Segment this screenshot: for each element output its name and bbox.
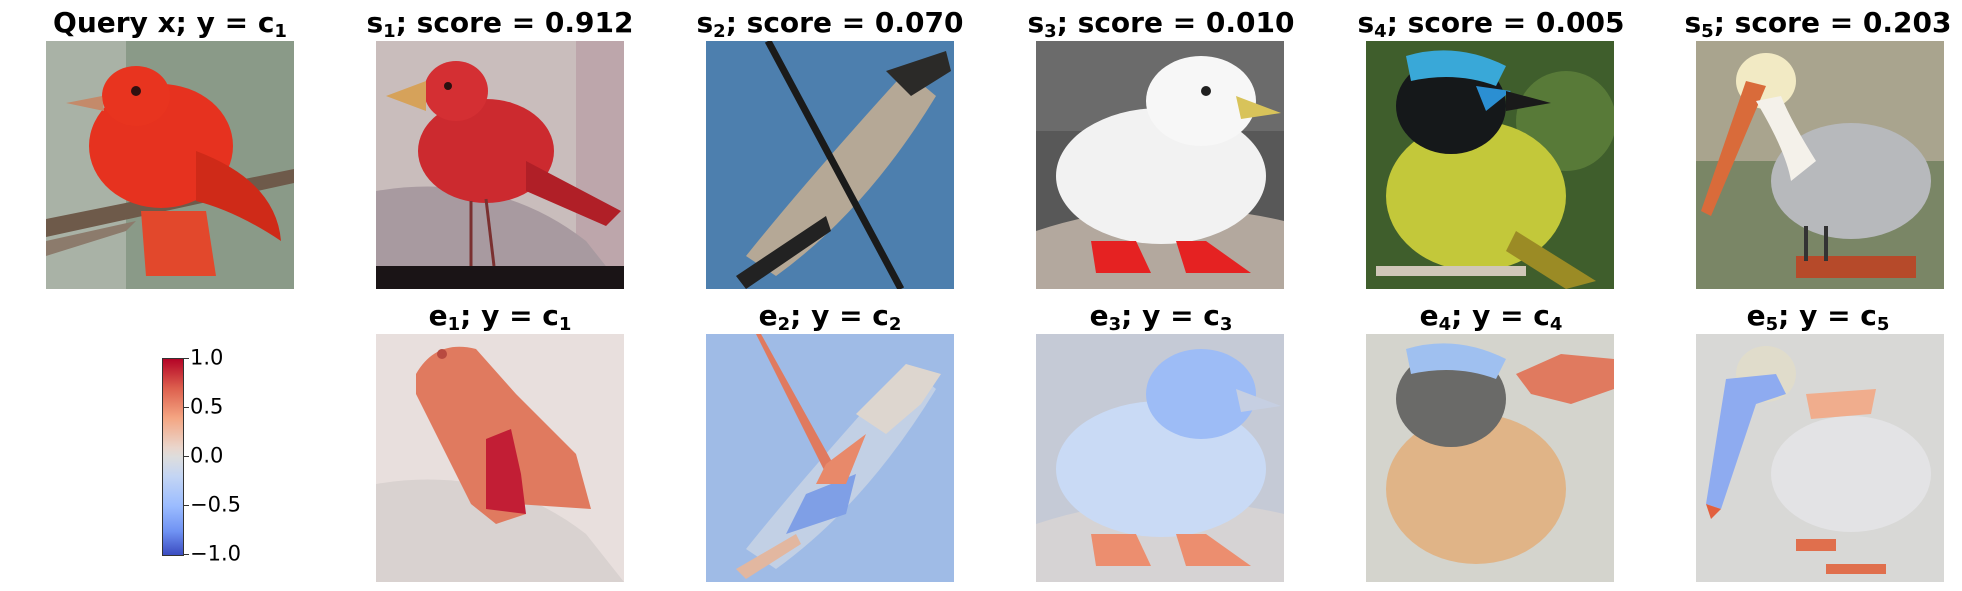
similar-4-image [1366, 41, 1614, 289]
colorbar-tick [183, 456, 189, 457]
colorbar-tick [183, 358, 189, 359]
explanation-4-heatmap [1366, 334, 1614, 582]
colorbar-label: −0.5 [190, 492, 241, 517]
colorbar-tick [183, 407, 189, 408]
colorbar [162, 358, 184, 556]
query-title: Query x; y = c1 [53, 6, 287, 42]
colorbar-label: −1.0 [190, 541, 241, 566]
similar-2-image [706, 41, 954, 289]
colorbar-label: 0.5 [190, 394, 224, 419]
colorbar-label: 0.0 [190, 443, 224, 468]
similar-5-image [1696, 41, 1944, 289]
similar-4-title: s4; score = 0.005 [1357, 6, 1625, 42]
similar-3-image [1036, 41, 1284, 289]
similar-3-title: s3; score = 0.010 [1027, 6, 1295, 42]
explanation-3-heatmap [1036, 334, 1284, 582]
explanation-2-title: e2; y = c2 [758, 299, 902, 335]
explanation-5-heatmap [1696, 334, 1944, 582]
explanation-4-title: e4; y = c4 [1419, 299, 1563, 335]
similar-1-title: s1; score = 0.912 [366, 6, 634, 42]
explanation-1-heatmap [376, 334, 624, 582]
colorbar-tick [183, 554, 189, 555]
explanation-2-heatmap [706, 334, 954, 582]
similar-5-title: s5; score = 0.203 [1684, 6, 1952, 42]
explanation-5-title: e5; y = c5 [1746, 299, 1890, 335]
explanation-3-title: e3; y = c3 [1089, 299, 1233, 335]
similar-1-image [376, 41, 624, 289]
similar-2-title: s2; score = 0.070 [696, 6, 964, 42]
colorbar-label: 1.0 [190, 345, 224, 370]
explanation-1-title: e1; y = c1 [428, 299, 572, 335]
colorbar-tick [183, 505, 189, 506]
query-image [46, 41, 294, 289]
